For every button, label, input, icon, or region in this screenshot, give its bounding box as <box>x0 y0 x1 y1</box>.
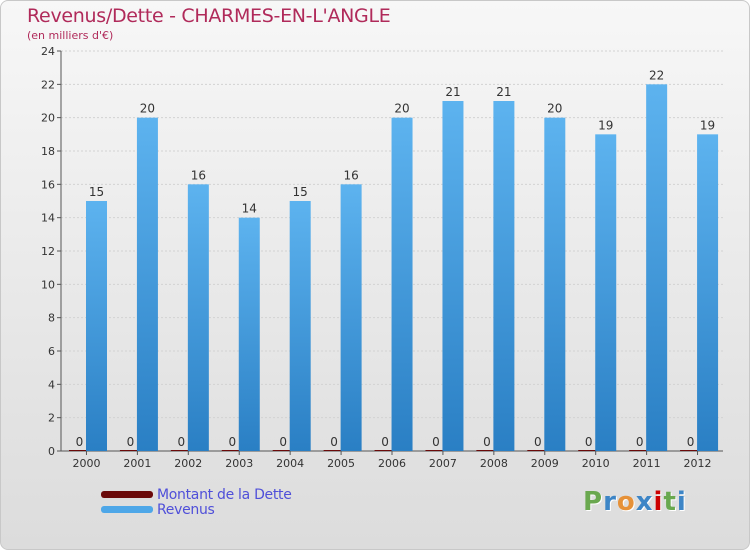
chart-title: Revenus/Dette - CHARMES-EN-L'ANGLE <box>27 5 391 27</box>
x-tick-label: 2011 <box>633 457 661 470</box>
dette-bar <box>119 450 141 451</box>
x-tick-label: 2008 <box>480 457 508 470</box>
legend-swatch-revenus <box>101 506 153 513</box>
dette-value-label: 0 <box>483 435 491 449</box>
revenus-value-label: 16 <box>343 168 358 182</box>
y-tick-label: 10 <box>41 278 55 291</box>
dette-bar <box>629 450 651 451</box>
revenus-bar <box>391 117 413 452</box>
x-tick-label: 2003 <box>225 457 253 470</box>
x-tick-label: 2007 <box>429 457 457 470</box>
dette-bar <box>476 450 498 451</box>
logo-letter: r <box>603 487 617 517</box>
revenus-value-label: 20 <box>140 102 155 116</box>
x-tick-label: 2002 <box>174 457 202 470</box>
dette-bar <box>680 450 702 451</box>
dette-value-label: 0 <box>76 435 84 449</box>
revenus-value-label: 14 <box>242 202 257 216</box>
revenus-value-label: 15 <box>89 185 104 199</box>
dette-value-label: 0 <box>636 435 644 449</box>
revenus-bar <box>238 217 260 451</box>
proxiti-logo: Proxiti <box>583 487 687 517</box>
revenus-bar <box>442 101 464 451</box>
y-tick-label: 6 <box>48 345 55 358</box>
x-tick-label: 2006 <box>378 457 406 470</box>
y-tick-label: 24 <box>41 45 55 58</box>
revenus-bar <box>595 134 617 452</box>
revenus-bar <box>289 201 311 451</box>
dette-bar <box>527 450 549 451</box>
dette-bar <box>221 450 243 451</box>
logo-letter: o <box>616 487 636 517</box>
x-tick-label: 2000 <box>72 457 100 470</box>
revenus-value-label: 19 <box>598 118 613 132</box>
chart-subtitle: (en milliers d'€) <box>27 29 114 42</box>
dette-bar <box>323 450 345 451</box>
y-tick-label: 4 <box>48 378 55 391</box>
revenus-bar <box>187 184 209 452</box>
dette-value-label: 0 <box>687 435 695 449</box>
revenus-bar <box>544 117 566 452</box>
logo-letter: t <box>663 487 677 517</box>
revenus-bar <box>136 117 158 452</box>
y-tick-label: 14 <box>41 212 55 225</box>
y-tick-label: 2 <box>48 412 55 425</box>
y-tick-label: 8 <box>48 312 55 325</box>
logo-letter: i <box>653 487 664 517</box>
revenus-value-label: 16 <box>191 168 206 182</box>
revenus-bar <box>493 101 515 451</box>
revenus-bar <box>697 134 719 452</box>
logo-letter: i <box>676 487 687 517</box>
dette-value-label: 0 <box>432 435 440 449</box>
legend-label-revenus: Revenus <box>157 501 215 518</box>
revenus-bar <box>646 84 668 451</box>
x-tick-label: 2010 <box>582 457 610 470</box>
revenus-value-label: 21 <box>445 85 460 99</box>
x-tick-label: 2005 <box>327 457 355 470</box>
y-tick-label: 20 <box>41 112 55 125</box>
revenus-value-label: 19 <box>700 118 715 132</box>
dette-value-label: 0 <box>381 435 389 449</box>
dette-bar <box>69 450 90 451</box>
y-tick-label: 0 <box>48 445 55 458</box>
x-tick-label: 2001 <box>123 457 151 470</box>
x-tick-label: 2009 <box>531 457 559 470</box>
legend-item-revenus: Revenus <box>101 501 292 518</box>
revenus-value-label: 22 <box>649 68 664 82</box>
dette-bar <box>170 450 192 451</box>
dette-bar <box>374 450 396 451</box>
legend-swatch-dette <box>101 491 153 498</box>
y-tick-label: 18 <box>41 145 55 158</box>
y-tick-label: 12 <box>41 245 55 258</box>
dette-value-label: 0 <box>585 435 593 449</box>
y-tick-label: 22 <box>41 78 55 91</box>
logo-letter: x <box>635 487 654 517</box>
legend-item-dette: Montant de la Dette <box>101 486 292 503</box>
dette-value-label: 0 <box>330 435 338 449</box>
logo-letter: P <box>583 487 604 517</box>
x-tick-label: 2004 <box>276 457 304 470</box>
dette-bar <box>272 450 294 451</box>
revenus-value-label: 20 <box>547 102 562 116</box>
revenus-bar <box>86 201 107 451</box>
legend: Montant de la Dette Revenus <box>101 486 292 518</box>
dette-value-label: 0 <box>127 435 135 449</box>
y-tick-label: 16 <box>41 178 55 191</box>
dette-bar <box>425 450 447 451</box>
x-tick-label: 2012 <box>684 457 712 470</box>
dette-bar <box>578 450 600 451</box>
dette-value-label: 0 <box>534 435 542 449</box>
dette-value-label: 0 <box>279 435 287 449</box>
revenus-value-label: 21 <box>496 85 511 99</box>
revenus-value-label: 20 <box>394 102 409 116</box>
revenus-bar <box>340 184 362 452</box>
dette-value-label: 0 <box>178 435 186 449</box>
revenus-value-label: 15 <box>293 185 308 199</box>
legend-label-dette: Montant de la Dette <box>157 486 292 503</box>
dette-value-label: 0 <box>228 435 236 449</box>
